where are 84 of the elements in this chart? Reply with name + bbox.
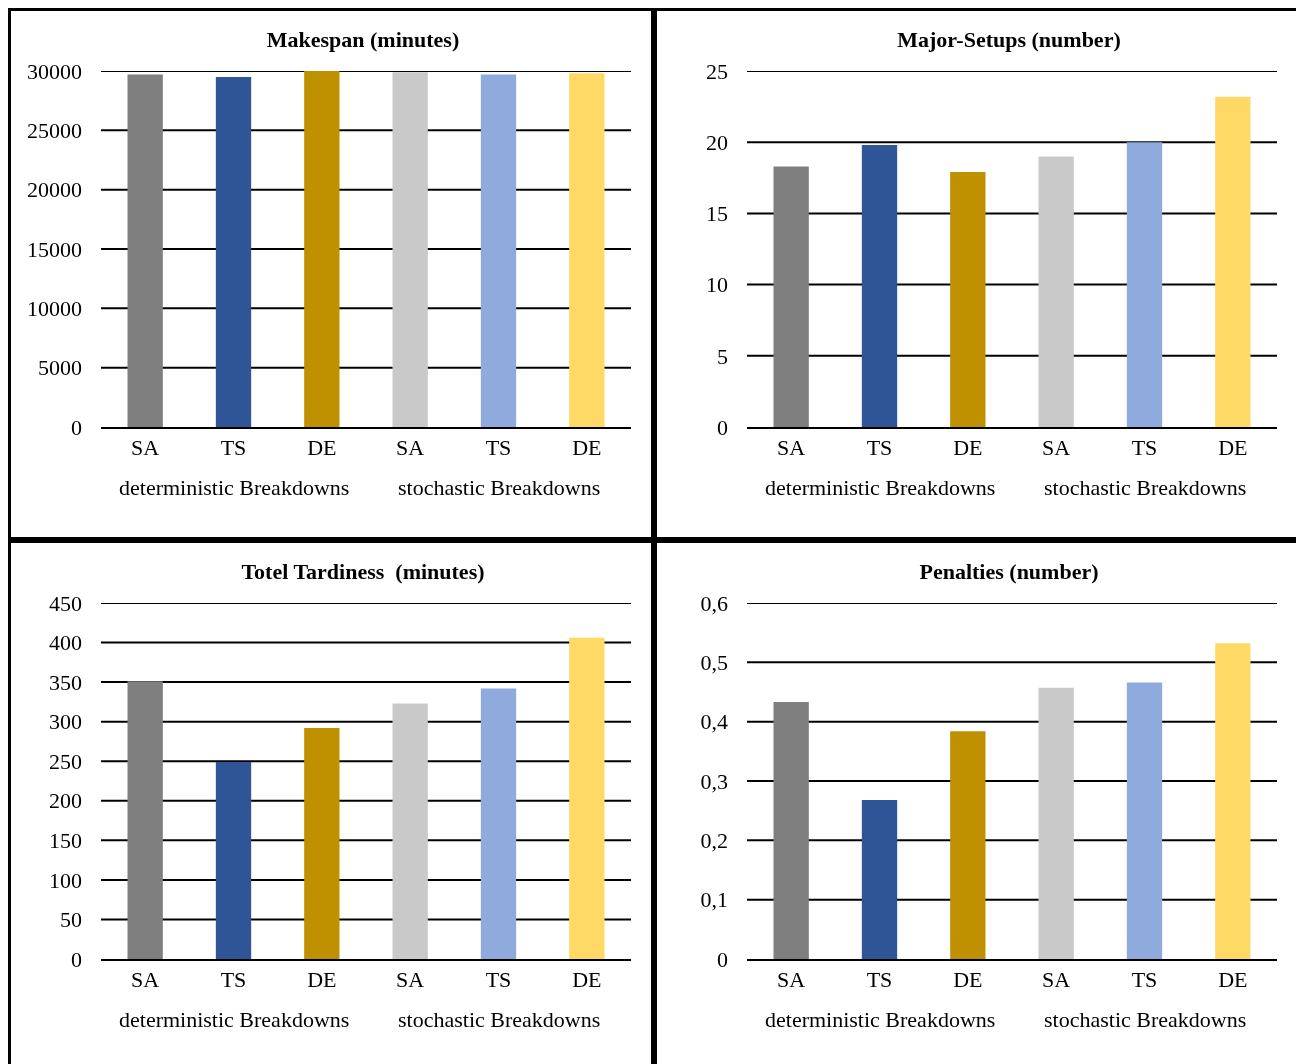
text: deterministic Breakdowns [765,475,996,500]
x-tick-label: SA [131,435,160,461]
y-tick-label: 0 [71,946,82,972]
x-tick-label: DE [307,435,337,461]
y-tick-label: 200 [49,788,82,814]
y-tick-label: 0,4 [700,709,728,735]
bar [861,799,898,959]
y-tick-label: 300 [49,709,82,735]
y-tick-label: 0,1 [700,887,728,913]
text: deterministic Breakdowns [765,1007,996,1032]
y-tick-label: 0,2 [700,828,728,854]
y-tick-label: 0 [717,414,728,440]
y-tick-label: 0 [71,414,82,440]
y-tick-label: 250 [49,748,82,774]
y-tick-label: 0,3 [700,768,728,794]
x-tick-label: TS [220,435,247,461]
x-tick-label: DE [1218,435,1248,461]
text: stochastic Breakdowns [398,1007,601,1032]
y-tick-label: 400 [49,630,82,656]
x-tick-label: DE [1218,967,1248,993]
x-tick-label: DE [953,967,983,993]
bar [861,145,898,427]
y-tick-label: 15000 [27,236,82,262]
x-tick-label: SA [131,967,160,993]
y-tick-label: 30000 [27,58,82,84]
x-tick-label: SA [1042,435,1071,461]
y-tick-label: 50 [60,907,82,933]
bar [1038,156,1074,427]
x-tick-label: TS [220,967,247,993]
bar [392,703,428,959]
y-tick-label: 0 [717,946,728,972]
bar [480,688,517,959]
bar [304,728,340,959]
x-tick-label: DE [572,967,602,993]
y-tick-label: 25 [706,58,728,84]
y-tick-label: 0,6 [700,590,728,616]
x-tick-label: SA [396,435,425,461]
x-tick-label: TS [485,967,512,993]
bar [1215,96,1251,427]
x-tick-label: SA [777,967,806,993]
bar [127,681,163,959]
x-tick-label: DE [953,435,983,461]
text: stochastic Breakdowns [1044,475,1247,500]
bar [1126,142,1163,427]
bar [950,172,986,427]
x-tick-label: TS [866,435,893,461]
x-tick-label: SA [1042,967,1071,993]
bar [1215,643,1251,959]
bar [773,702,809,959]
text: stochastic Breakdowns [398,475,601,500]
y-tick-label: 20000 [27,177,82,203]
bar [569,637,605,959]
x-tick-label: TS [485,435,512,461]
y-tick-label: 5000 [38,355,82,381]
chart-title: Makespan (minutes) [266,27,460,53]
bar [773,166,809,427]
y-tick-label: 15 [706,201,728,227]
text: deterministic Breakdowns [119,1007,350,1032]
y-tick-label: 20 [706,129,728,155]
bar [215,762,252,959]
chart-title: Penalties (number) [919,559,1099,585]
chart-title: Totel Tardiness (minutes) [241,559,485,585]
y-tick-label: 0,5 [700,650,728,676]
bar [1038,687,1074,959]
bar [950,731,986,959]
y-tick-label: 10 [706,272,728,298]
chart-title: Major-Setups (number) [897,27,1121,53]
y-tick-label: 450 [49,590,82,616]
x-tick-label: SA [396,967,425,993]
text: stochastic Breakdowns [1044,1007,1247,1032]
bar [1126,682,1163,959]
x-tick-label: TS [1131,967,1158,993]
x-tick-label: DE [307,967,337,993]
y-tick-label: 150 [49,828,82,854]
x-tick-label: DE [572,435,602,461]
y-tick-label: 5 [717,343,728,369]
x-tick-label: SA [777,435,806,461]
text: deterministic Breakdowns [119,475,350,500]
y-tick-label: 100 [49,867,82,893]
y-tick-label: 350 [49,669,82,695]
x-tick-label: TS [1131,435,1158,461]
x-tick-label: TS [866,967,893,993]
y-tick-label: 25000 [27,118,82,144]
y-tick-label: 10000 [27,296,82,322]
